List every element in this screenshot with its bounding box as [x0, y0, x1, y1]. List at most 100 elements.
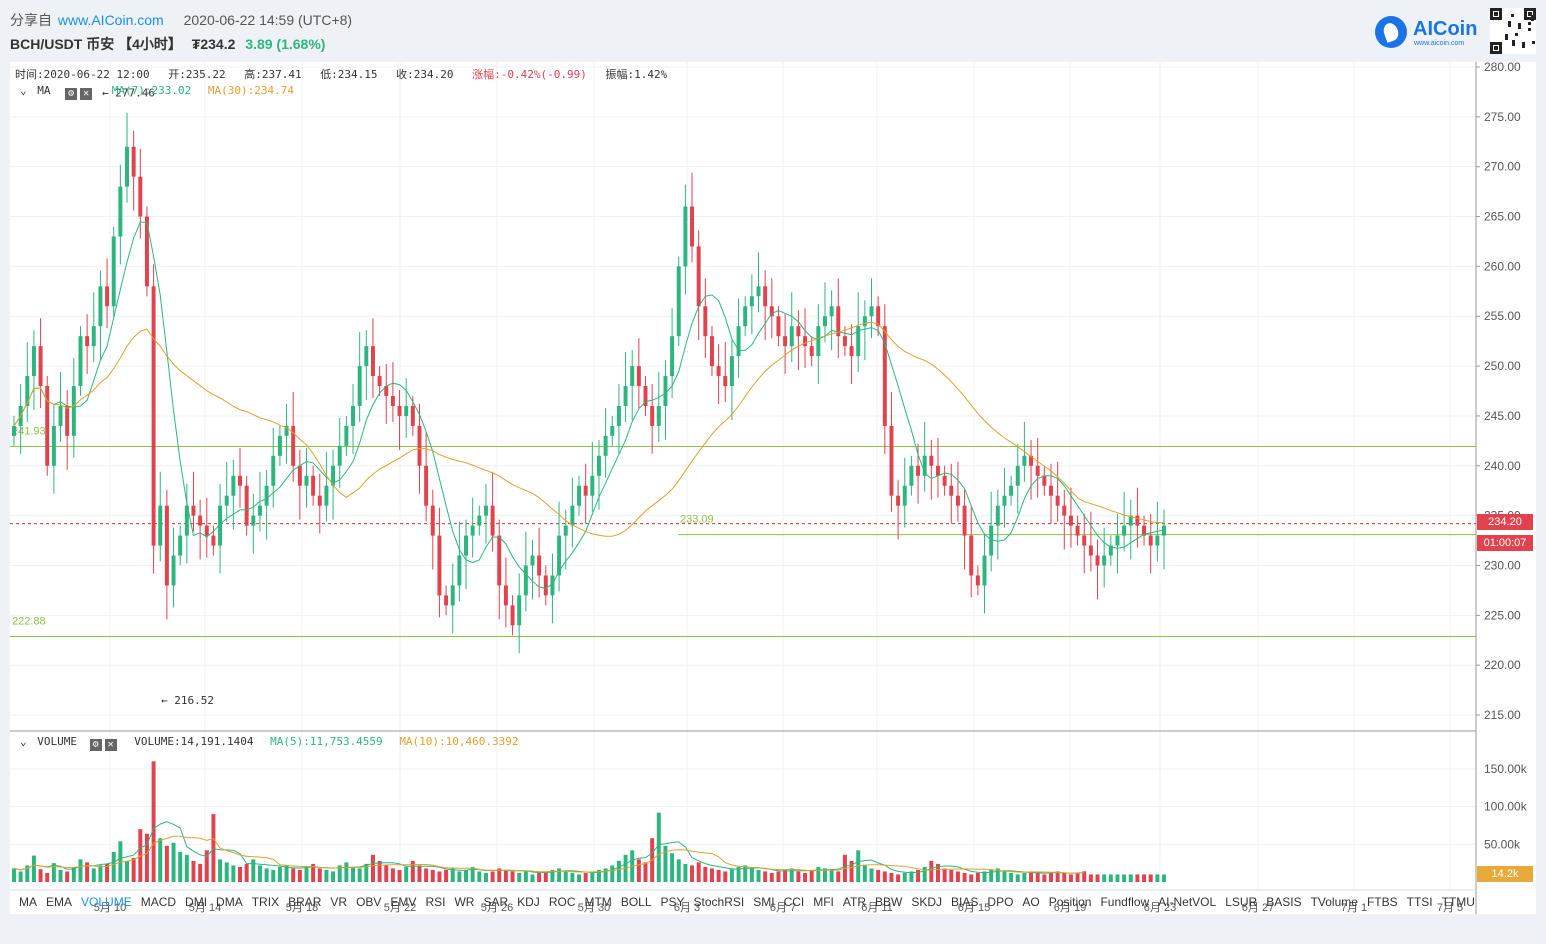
time-tick-label: 5月 14 [189, 902, 221, 914]
volume-bar [85, 862, 90, 882]
candle-body [670, 336, 675, 377]
volume-gear-icon[interactable]: ⚙ [89, 739, 102, 751]
volume-bar [809, 869, 814, 882]
volume-bar [490, 871, 495, 882]
volume-bar [204, 850, 209, 882]
indicator-cci[interactable]: CCI [783, 895, 805, 909]
volume-bar [803, 872, 808, 882]
indicator-mfi[interactable]: MFI [813, 895, 834, 909]
candle-body [304, 475, 309, 486]
volume-bar [550, 869, 555, 882]
price-tick-label: 255.00 [1484, 309, 1521, 323]
volume-bar [543, 871, 548, 882]
close-icon[interactable]: ✕ [80, 88, 93, 100]
volume-bar [510, 871, 515, 882]
indicator-ai-netvol[interactable]: AI-NetVOL [1158, 895, 1217, 909]
candle-body [105, 286, 110, 307]
volume-bar [78, 859, 83, 882]
ohlc-open: 开:235.22 [168, 68, 226, 81]
candle-body [563, 525, 568, 536]
indicator-vr[interactable]: VR [330, 895, 348, 909]
volume-bar [596, 869, 601, 882]
volume-bar [357, 868, 362, 882]
indicator-position[interactable]: Position [1048, 895, 1092, 909]
indicator-skdj[interactable]: SKDJ [911, 895, 943, 909]
indicator-sar[interactable]: SAR [483, 895, 509, 909]
volume-bar [656, 812, 661, 882]
indicator-tvolume[interactable]: TVolume [1310, 895, 1358, 909]
volume-bar [663, 845, 668, 882]
candle-body [1148, 535, 1153, 546]
price-tick-label: 240.00 [1484, 459, 1521, 473]
candle-body [1022, 455, 1027, 466]
chart-panel[interactable]: 215.00220.00225.00230.00235.00240.00245.… [10, 62, 1536, 914]
volume-bar [503, 869, 508, 882]
volume-bar [1095, 874, 1100, 882]
indicator-atr[interactable]: ATR [842, 895, 867, 909]
volume-bar [783, 869, 788, 882]
volume-bar [517, 872, 522, 882]
indicator-lsur[interactable]: LSUR [1225, 895, 1258, 909]
volume-bar [729, 868, 734, 882]
indicator-fundflow[interactable]: Fundflow [1100, 895, 1150, 909]
indicator-rsi[interactable]: RSI [425, 895, 446, 909]
indicator-ema[interactable]: EMA [46, 895, 73, 909]
volume-bar [457, 871, 462, 882]
indicator-kdj[interactable]: KDJ [517, 895, 540, 909]
candle-body [444, 595, 449, 606]
volume-bar [45, 872, 50, 882]
chart-svg[interactable]: 215.00220.00225.00230.00235.00240.00245.… [10, 62, 1536, 914]
indicator-boll[interactable]: BOLL [620, 895, 652, 909]
indicator-volume[interactable]: VOLUME [81, 895, 132, 909]
indicator-basis[interactable]: BASIS [1266, 895, 1302, 909]
gear-icon[interactable]: ⚙ [65, 88, 78, 100]
indicator-dpo[interactable]: DPO [987, 895, 1014, 909]
candle-body [729, 356, 734, 387]
indicator-dma[interactable]: DMA [216, 895, 243, 909]
indicator-ao[interactable]: AO [1022, 895, 1040, 909]
indicator-bias[interactable]: BIAS [951, 895, 979, 909]
candle-body [490, 505, 495, 536]
candle-body [337, 445, 342, 466]
indicator-ttsi[interactable]: TTSI [1406, 895, 1433, 909]
candle-body [377, 376, 382, 387]
share-link[interactable]: www.AICoin.com [57, 12, 164, 28]
indicator-roc[interactable]: ROC [548, 895, 576, 909]
volume-bar [889, 872, 894, 882]
candle-body [676, 266, 681, 337]
volume-bar [1088, 874, 1093, 882]
time-tick-label: 5月 18 [286, 902, 318, 914]
indicator-bbw[interactable]: BBW [875, 895, 903, 909]
indicator-psy[interactable]: PSY [660, 895, 685, 909]
candle-body [91, 326, 96, 347]
indicator-ftbs[interactable]: FTBS [1366, 895, 1398, 909]
candle-body [1082, 535, 1087, 546]
candle-body [1088, 545, 1093, 556]
candle-body [543, 575, 548, 596]
indicator-trix[interactable]: TRIX [251, 895, 280, 909]
time-tick-label: 5月 22 [384, 902, 416, 914]
indicator-stochrsi[interactable]: StochRSI [693, 895, 745, 909]
candle-body [1142, 525, 1147, 536]
pair-title: BCH/USDT 币安 【4小时】 [10, 36, 182, 52]
volume-bar [995, 868, 1000, 882]
indicator-macd[interactable]: MACD [140, 895, 177, 909]
indicator-emv[interactable]: EMV [390, 895, 417, 909]
candle-body [716, 366, 721, 377]
indicator-ma[interactable]: MA [19, 895, 37, 909]
volume-bar [776, 871, 781, 882]
volume-bar [989, 869, 994, 882]
volume-collapse-arrow-icon[interactable]: ⌄ [20, 735, 27, 748]
ohlc-close: 收:234.20 [396, 68, 454, 81]
volume-close-icon[interactable]: ✕ [104, 739, 117, 751]
indicator-obv[interactable]: OBV [356, 895, 382, 909]
indicator-smi[interactable]: SMI [753, 895, 775, 909]
indicator-brar[interactable]: BRAR [288, 895, 322, 909]
collapse-arrow-icon[interactable]: ⌄ [20, 84, 27, 97]
ma7-line [13, 221, 1165, 589]
indicator-wr[interactable]: WR [454, 895, 475, 909]
indicator-mtm[interactable]: MTM [584, 895, 612, 909]
indicator-dmi[interactable]: DMI [185, 895, 208, 909]
candle-body [404, 405, 409, 416]
indicator-ttmu[interactable]: TTMU [1441, 895, 1475, 909]
